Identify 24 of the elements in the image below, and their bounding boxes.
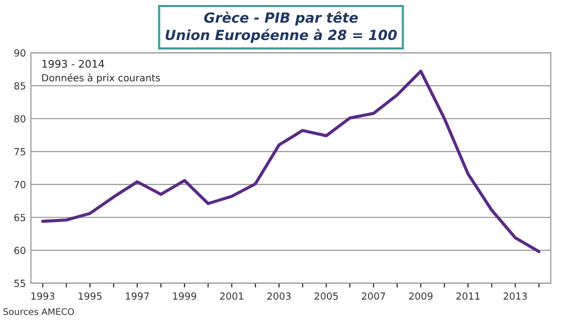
x-tick-label: 2011 [456,292,480,300]
line-series [41,70,540,254]
annotation: 1993 - 2014 [42,60,104,68]
y-tick-label: 90 [14,49,26,57]
x-tick-label: 2013 [504,292,527,300]
y-tick-label: 75 [14,148,26,156]
x-tick-label: 1997 [126,292,149,300]
x-tick-label: 2003 [267,292,291,300]
x-tick-label: 1993 [31,292,54,300]
x-tick-label: 2009 [409,292,432,300]
y-tick-label: 85 [14,82,26,90]
x-tick-label: 2007 [362,292,386,300]
y-tick-label: 70 [14,180,26,188]
annotation: Données à prix courants [42,74,160,84]
source-note: Sources AMECO [3,308,74,316]
x-tick-label: 1995 [78,292,102,300]
y-tick-label: 65 [14,214,26,222]
y-tick-label: 55 [14,280,26,288]
y-tick-label: 60 [14,246,26,254]
x-tick-label: 1999 [173,292,196,300]
chart-title: Grèce - PIB par tête Union Européenne à 28 = 100 [166,12,397,43]
x-tick-label: 2001 [220,292,244,300]
y-tick-label: 80 [14,115,26,122]
x-tick-label: 2005 [314,292,338,300]
